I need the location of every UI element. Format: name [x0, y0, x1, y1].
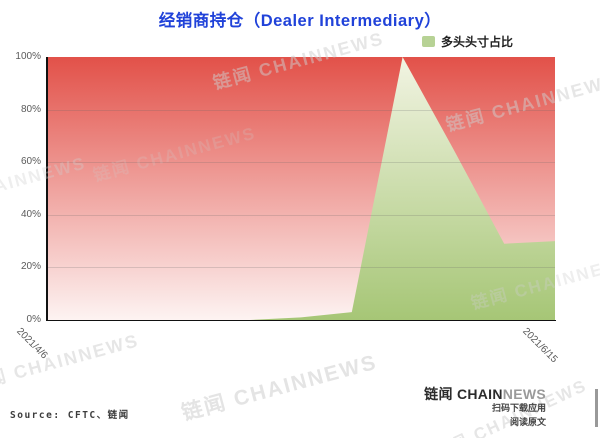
gridline-80: [47, 110, 555, 111]
gridline-40: [47, 215, 555, 216]
source-attribution: Source: CFTC、链闻: [10, 410, 130, 421]
brand-logo-cn: 链闻: [424, 386, 457, 402]
y-tick-60: 60%: [20, 156, 41, 167]
qr-code-edge: [595, 389, 598, 427]
gridline-60: [47, 162, 555, 163]
brand-read-original: 阅读原文: [509, 416, 546, 427]
brand-block: 链闻 CHAINNEWS 扫码下载应用 阅读原文: [424, 386, 546, 429]
long-ratio-area-series[interactable]: [47, 57, 555, 320]
y-tick-80: 80%: [20, 104, 41, 115]
legend-item[interactable]: 多头头寸占比: [422, 33, 513, 50]
legend-label: 多头头寸占比: [441, 35, 514, 49]
brand-logo-news: NEWS: [502, 386, 546, 402]
chart-title: 经销商持仓（Dealer Intermediary）: [158, 12, 442, 30]
gridline-20: [47, 267, 555, 268]
x-axis-line: [46, 319, 556, 321]
y-tick-100: 100%: [15, 51, 41, 62]
y-tick-0: 0%: [26, 314, 41, 325]
brand-scan-hint: 扫码下载应用: [491, 403, 546, 413]
y-axis-line: [46, 57, 48, 321]
legend-swatch-icon: [422, 36, 435, 47]
brand-logo-chain: CHAIN: [456, 386, 503, 402]
y-tick-20: 20%: [20, 261, 41, 272]
y-tick-40: 40%: [20, 209, 41, 220]
brand-logo: 链闻 CHAINNEWS: [424, 386, 546, 402]
